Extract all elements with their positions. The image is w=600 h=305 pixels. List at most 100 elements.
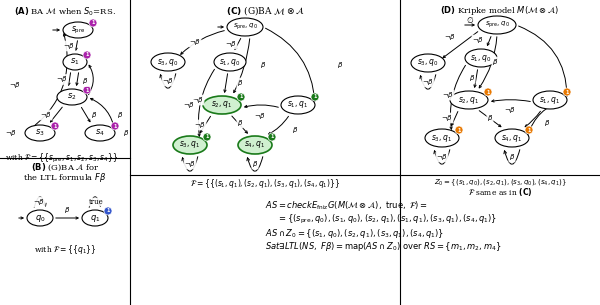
- Text: 1: 1: [85, 88, 89, 92]
- Ellipse shape: [227, 18, 263, 36]
- Ellipse shape: [151, 53, 185, 71]
- Ellipse shape: [238, 136, 272, 154]
- Ellipse shape: [173, 136, 207, 154]
- Text: 1: 1: [113, 124, 116, 128]
- Text: $\varnothing$: $\varnothing$: [466, 15, 474, 25]
- Text: $s_3,q_1$: $s_3,q_1$: [179, 139, 200, 150]
- Text: $\neg\beta$: $\neg\beta$: [504, 105, 516, 115]
- Text: $s_3,q_0$: $s_3,q_0$: [157, 56, 179, 67]
- Text: $\mathbf{(B)}$ (G)BA $\mathcal{A}$ for: $\mathbf{(B)}$ (G)BA $\mathcal{A}$ for: [31, 162, 100, 173]
- Text: $\neg\beta$: $\neg\beta$: [63, 41, 75, 51]
- Text: $\beta$: $\beta$: [492, 57, 498, 67]
- Text: $\beta$: $\beta$: [252, 159, 258, 169]
- Text: 1: 1: [85, 52, 89, 58]
- Text: $s_3,q_0$: $s_3,q_0$: [417, 58, 439, 69]
- Ellipse shape: [281, 96, 315, 114]
- Text: $s_1,q_0$: $s_1,q_0$: [470, 52, 492, 63]
- Circle shape: [484, 88, 492, 96]
- Text: $\mathbf{(A)}$ BA $\mathcal{M}$ when $S_0$=RS.: $\mathbf{(A)}$ BA $\mathcal{M}$ when $S_…: [14, 6, 116, 19]
- Text: $Sat\exists LTL(NS,\ F\beta) = {\rm map}(AS \cap Z_0)\ {\rm over}\ RS = \{m_1,m_: $Sat\exists LTL(NS,\ F\beta) = {\rm map}…: [265, 240, 502, 253]
- Text: $s_{\rm pre},q_0$: $s_{\rm pre},q_0$: [233, 22, 257, 32]
- Text: $\neg\beta$: $\neg\beta$: [192, 95, 204, 105]
- Text: $\neg\beta$: $\neg\beta$: [184, 159, 196, 169]
- Text: $\neg\beta$: $\neg\beta$: [5, 128, 17, 138]
- Text: $s_4,q_1$: $s_4,q_1$: [244, 139, 266, 150]
- Text: $s_{\rm pre},q_0$: $s_{\rm pre},q_0$: [485, 20, 509, 30]
- Text: $Z_0 = \{(s_1,q_0),(s_2,q_1),(s_3,q_0),(s_4,q_1)\}$: $Z_0 = \{(s_1,q_0),(s_2,q_1),(s_3,q_0),(…: [434, 177, 566, 188]
- Text: 1: 1: [106, 209, 110, 213]
- Ellipse shape: [57, 89, 87, 105]
- Text: $\neg\beta$: $\neg\beta$: [422, 77, 434, 87]
- Text: 1: 1: [313, 95, 317, 99]
- Text: $q_0$: $q_0$: [35, 213, 46, 224]
- Text: $\beta$: $\beta$: [337, 60, 343, 70]
- Ellipse shape: [203, 96, 241, 114]
- Text: $s_2$: $s_2$: [67, 92, 77, 102]
- Ellipse shape: [465, 49, 497, 67]
- Text: 1: 1: [91, 20, 95, 26]
- Text: $s_1$: $s_1$: [70, 57, 80, 67]
- Text: 1: 1: [565, 89, 569, 95]
- Ellipse shape: [85, 125, 115, 141]
- Text: with $\mathcal{F} = \{\{q_1\}\}$: with $\mathcal{F} = \{\{q_1\}\}$: [34, 243, 97, 256]
- Text: $s_1,q_0$: $s_1,q_0$: [219, 56, 241, 67]
- Ellipse shape: [411, 54, 445, 72]
- Text: $\beta$: $\beta$: [292, 125, 298, 135]
- Circle shape: [563, 88, 571, 96]
- Text: $\neg\beta$: $\neg\beta$: [162, 76, 174, 86]
- Text: $\mathbf{(C)}$ (G)BA $\mathcal{M}\otimes\mathcal{A}$: $\mathbf{(C)}$ (G)BA $\mathcal{M}\otimes…: [226, 4, 304, 17]
- Ellipse shape: [425, 129, 459, 147]
- Ellipse shape: [27, 210, 53, 226]
- Text: $s_1,q_1$: $s_1,q_1$: [539, 95, 560, 106]
- Text: $\beta$: $\beta$: [544, 118, 550, 128]
- Ellipse shape: [495, 129, 529, 147]
- Ellipse shape: [533, 91, 567, 109]
- Text: $\beta$: $\beta$: [64, 205, 71, 215]
- Circle shape: [89, 19, 97, 27]
- Text: $\beta$: $\beta$: [260, 60, 266, 70]
- Text: $\beta$: $\beta$: [82, 77, 88, 87]
- Text: $\beta$: $\beta$: [237, 118, 243, 128]
- Ellipse shape: [450, 91, 488, 109]
- Text: $\beta$: $\beta$: [487, 113, 493, 123]
- Ellipse shape: [63, 22, 93, 38]
- Circle shape: [83, 51, 91, 59]
- Text: $\neg\beta$: $\neg\beta$: [33, 197, 45, 207]
- Text: $\beta$: $\beta$: [117, 110, 123, 120]
- Text: $\beta$: $\beta$: [123, 128, 129, 138]
- Circle shape: [111, 122, 119, 130]
- Circle shape: [104, 207, 112, 215]
- Text: true: true: [89, 198, 103, 206]
- Text: $\neg\beta$: $\neg\beta$: [183, 100, 195, 110]
- Text: $\neg\beta$: $\neg\beta$: [254, 111, 266, 121]
- Ellipse shape: [25, 125, 55, 141]
- Text: 1: 1: [527, 127, 530, 132]
- Text: $s_{\rm pre}$: $s_{\rm pre}$: [71, 24, 85, 36]
- Text: $\neg\beta$: $\neg\beta$: [444, 32, 456, 42]
- Text: $\neg\beta$: $\neg\beta$: [40, 110, 52, 120]
- Text: $\neg\beta$: $\neg\beta$: [56, 74, 68, 84]
- Text: 1: 1: [271, 135, 274, 139]
- Text: $s_3,q_1$: $s_3,q_1$: [431, 132, 452, 143]
- Text: $\neg\beta$: $\neg\beta$: [472, 35, 484, 45]
- Text: with $\mathcal{F} = \{\{s_{\rm pre},s_1,s_2,s_3,s_4\}\}$: with $\mathcal{F} = \{\{s_{\rm pre},s_1,…: [5, 152, 119, 165]
- Circle shape: [51, 122, 59, 130]
- Ellipse shape: [478, 16, 516, 34]
- Text: $\neg\beta$: $\neg\beta$: [225, 39, 237, 49]
- Text: $\neg\beta$: $\neg\beta$: [441, 113, 453, 123]
- Text: 1: 1: [205, 135, 209, 139]
- Ellipse shape: [82, 210, 108, 226]
- Text: the LTL formula $F\beta$: the LTL formula $F\beta$: [23, 171, 107, 184]
- Text: $\mathcal{F}$ same as in $\mathbf{(C)}$: $\mathcal{F}$ same as in $\mathbf{(C)}$: [467, 186, 532, 198]
- Text: $\neg\beta$: $\neg\beta$: [442, 90, 454, 100]
- Text: $\beta$: $\beta$: [509, 152, 515, 162]
- Circle shape: [268, 133, 276, 141]
- Text: 1: 1: [457, 127, 461, 132]
- Circle shape: [83, 86, 91, 94]
- Text: $s_4,q_1$: $s_4,q_1$: [502, 132, 523, 143]
- Text: 1: 1: [487, 89, 490, 95]
- Text: $s_4$: $s_4$: [95, 128, 105, 138]
- Text: $AS \cap Z_0 = \{(s_1,q_0),(s_2,q_1),(s_3,q_1),(s_4,q_1)\}$: $AS \cap Z_0 = \{(s_1,q_0),(s_2,q_1),(s_…: [265, 227, 444, 240]
- Text: $s_1,q_1$: $s_1,q_1$: [287, 99, 308, 110]
- Text: $\neg\beta$: $\neg\beta$: [189, 37, 201, 47]
